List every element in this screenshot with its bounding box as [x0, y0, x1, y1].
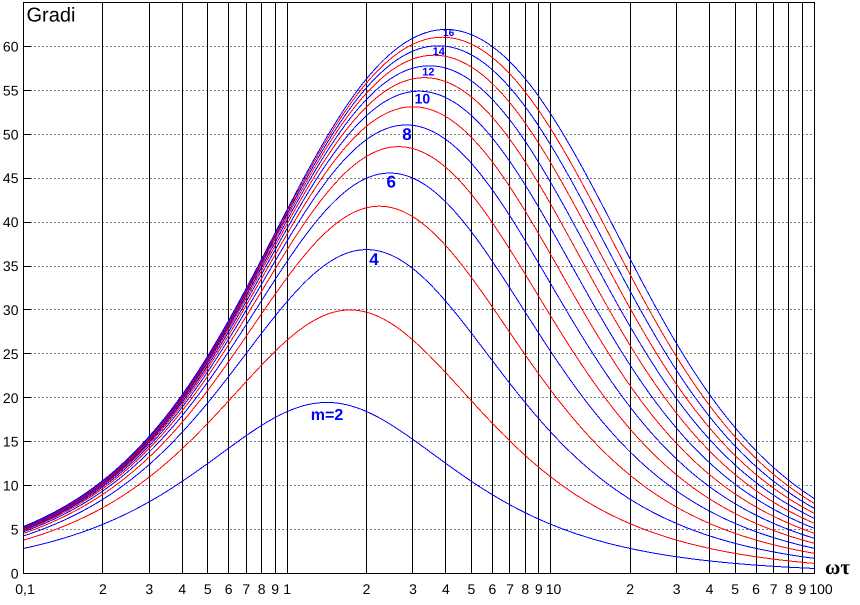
svg-text:6: 6: [386, 173, 395, 192]
svg-text:5: 5: [731, 581, 739, 597]
svg-text:7: 7: [242, 581, 250, 597]
svg-text:10: 10: [546, 581, 562, 597]
svg-text:10: 10: [3, 478, 19, 494]
svg-text:8: 8: [521, 581, 529, 597]
svg-text:4: 4: [369, 250, 379, 269]
svg-text:4: 4: [442, 581, 450, 597]
svg-text:Gradi: Gradi: [27, 5, 76, 27]
svg-text:9: 9: [535, 581, 543, 597]
svg-text:15: 15: [3, 434, 19, 450]
svg-text:0,1: 0,1: [15, 581, 35, 597]
svg-text:2: 2: [626, 581, 634, 597]
svg-text:ωτ: ωτ: [825, 555, 850, 579]
svg-text:9: 9: [271, 581, 279, 597]
svg-text:5: 5: [468, 581, 476, 597]
svg-text:2: 2: [363, 581, 371, 597]
svg-text:30: 30: [3, 302, 19, 318]
svg-text:100: 100: [809, 581, 833, 597]
svg-text:6: 6: [225, 581, 233, 597]
svg-text:8: 8: [402, 125, 411, 144]
svg-text:60: 60: [3, 38, 19, 54]
svg-text:40: 40: [3, 214, 19, 230]
svg-text:8: 8: [258, 581, 266, 597]
svg-text:8: 8: [785, 581, 793, 597]
svg-text:1: 1: [283, 581, 291, 597]
svg-text:45: 45: [3, 170, 19, 186]
svg-text:7: 7: [506, 581, 514, 597]
svg-text:5: 5: [204, 581, 212, 597]
svg-text:5: 5: [11, 522, 19, 538]
svg-text:25: 25: [3, 346, 19, 362]
svg-text:4: 4: [178, 581, 186, 597]
svg-text:12: 12: [422, 67, 434, 79]
svg-text:0: 0: [11, 566, 19, 582]
svg-text:35: 35: [3, 258, 19, 274]
svg-text:14: 14: [433, 46, 446, 58]
svg-text:10: 10: [415, 91, 431, 107]
svg-text:4: 4: [706, 581, 714, 597]
svg-text:3: 3: [409, 581, 417, 597]
svg-text:6: 6: [752, 581, 760, 597]
svg-text:55: 55: [3, 82, 19, 98]
svg-text:7: 7: [770, 581, 778, 597]
svg-text:9: 9: [799, 581, 807, 597]
svg-text:16: 16: [443, 28, 455, 39]
svg-text:3: 3: [145, 581, 153, 597]
svg-text:3: 3: [673, 581, 681, 597]
svg-text:m=2: m=2: [311, 407, 344, 424]
svg-text:50: 50: [3, 126, 19, 142]
svg-text:6: 6: [488, 581, 496, 597]
svg-text:2: 2: [99, 581, 107, 597]
svg-text:20: 20: [3, 390, 19, 406]
